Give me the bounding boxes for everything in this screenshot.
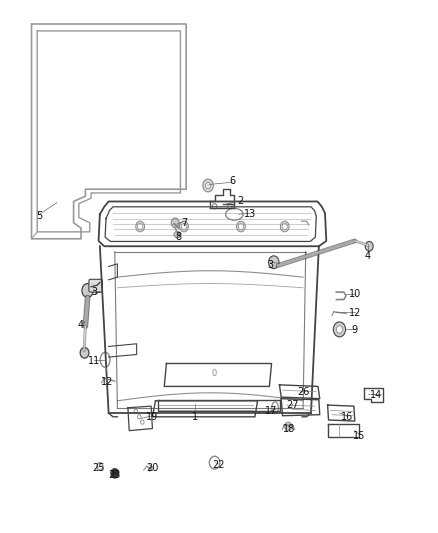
Text: 7: 7 [181, 218, 187, 228]
Circle shape [282, 223, 287, 230]
Text: 9: 9 [352, 326, 358, 335]
Circle shape [280, 221, 289, 232]
Circle shape [111, 469, 119, 478]
Text: 20: 20 [146, 463, 159, 473]
Circle shape [171, 218, 179, 228]
Text: 23: 23 [109, 471, 121, 480]
Circle shape [82, 284, 93, 297]
Circle shape [138, 223, 143, 230]
Text: 10: 10 [349, 289, 361, 299]
Text: 18: 18 [283, 424, 295, 433]
Text: 6: 6 [229, 176, 235, 186]
Circle shape [285, 422, 292, 431]
Circle shape [228, 204, 232, 209]
Circle shape [180, 221, 188, 232]
Circle shape [268, 256, 279, 269]
Circle shape [136, 221, 145, 232]
Text: 5: 5 [36, 211, 42, 221]
FancyBboxPatch shape [89, 279, 102, 292]
Text: 26: 26 [297, 387, 309, 397]
Text: 16: 16 [341, 412, 353, 422]
Circle shape [203, 179, 213, 192]
Circle shape [212, 204, 217, 209]
Circle shape [80, 348, 89, 358]
Text: 12: 12 [349, 309, 361, 318]
Text: 27: 27 [286, 400, 299, 410]
Text: 1: 1 [192, 412, 198, 422]
Circle shape [238, 223, 244, 230]
Text: 14: 14 [370, 391, 382, 400]
Text: 4: 4 [365, 251, 371, 261]
Text: 0: 0 [212, 369, 217, 377]
Text: 19: 19 [146, 412, 159, 422]
Circle shape [205, 182, 211, 189]
Text: 3: 3 [268, 261, 274, 270]
Text: 11: 11 [88, 357, 100, 366]
Text: 12: 12 [101, 377, 113, 386]
Text: 17: 17 [265, 407, 277, 416]
Text: 8: 8 [176, 232, 182, 242]
Ellipse shape [174, 231, 181, 238]
Text: 22: 22 [212, 460, 224, 470]
Text: 15: 15 [353, 431, 365, 441]
Text: 25: 25 [92, 463, 105, 473]
Text: 2: 2 [237, 197, 243, 206]
Circle shape [365, 241, 373, 251]
Circle shape [333, 322, 346, 337]
Circle shape [336, 326, 343, 333]
Text: 4: 4 [78, 320, 84, 330]
Circle shape [237, 221, 245, 232]
Circle shape [181, 223, 187, 230]
Text: 3: 3 [91, 287, 97, 296]
Text: 13: 13 [244, 209, 257, 219]
